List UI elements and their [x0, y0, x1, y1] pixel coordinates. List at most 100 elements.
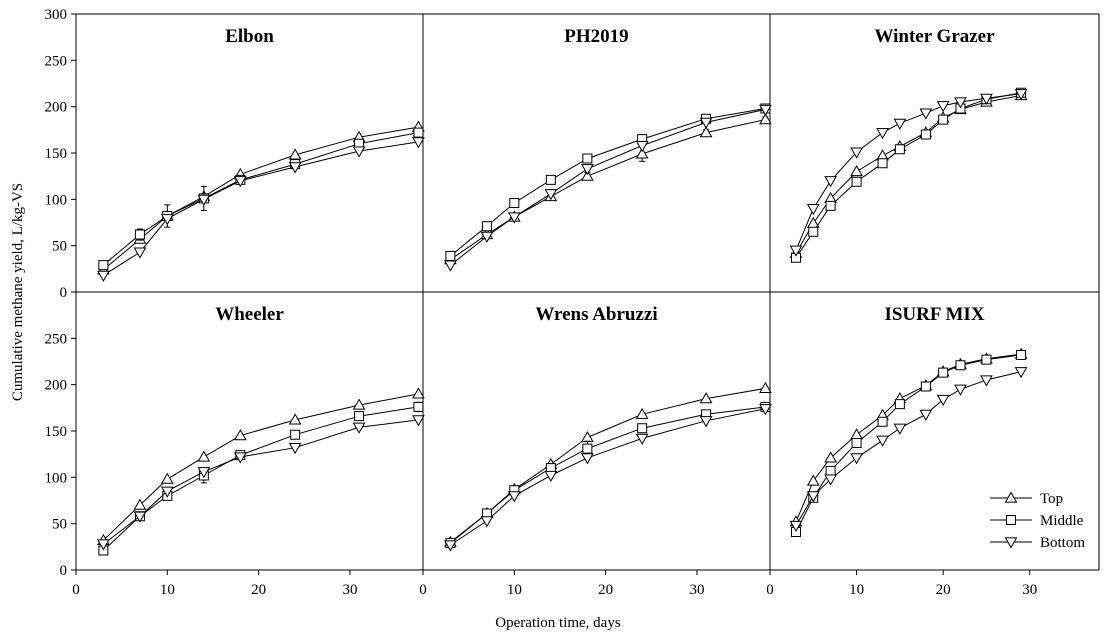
data-point-bottom	[936, 101, 950, 113]
data-point-middle	[825, 200, 836, 211]
data-point-bottom	[480, 516, 494, 528]
x-tick-label: 0	[419, 582, 427, 598]
panel-winter-grazer: Winter Grazer	[769, 13, 1100, 293]
data-point-bottom	[581, 453, 594, 465]
data-point-top	[412, 387, 425, 399]
series-line-middle	[450, 108, 766, 257]
panel-frame	[75, 13, 424, 293]
legend-entry-top: Top	[990, 491, 1063, 507]
panel-title: PH2019	[564, 26, 628, 47]
data-point-middle	[637, 423, 648, 434]
series-top	[97, 120, 425, 275]
y-tick-label: 300	[45, 7, 68, 23]
data-point-bottom	[234, 176, 247, 188]
data-point-bottom	[444, 540, 457, 552]
series-line-bottom	[795, 93, 1022, 251]
data-point-middle	[509, 198, 520, 209]
data-point-bottom	[160, 214, 174, 226]
y-tick-label: 200	[45, 378, 68, 394]
data-point-bottom	[197, 194, 211, 206]
legend-marker	[1006, 515, 1016, 525]
series-line-top	[450, 387, 766, 543]
panel-elbon: Elbon 0 50 100 150 200 250 300	[45, 7, 425, 301]
y-tick-label: 100	[45, 470, 68, 486]
data-point-top	[824, 451, 837, 463]
data-point-middle	[877, 416, 888, 427]
data-point-bottom	[1014, 367, 1028, 379]
data-point-bottom	[919, 409, 933, 421]
panel-frame	[75, 291, 424, 571]
data-point-bottom	[160, 486, 174, 498]
series-top	[789, 347, 1028, 527]
data-point-bottom	[789, 245, 803, 257]
panel-frame	[769, 13, 1100, 293]
data-point-bottom	[234, 452, 247, 464]
data-point-middle	[290, 429, 301, 440]
x-tick-label: 20	[598, 582, 613, 598]
series-bottom	[97, 415, 425, 551]
data-point-middle	[955, 360, 966, 371]
data-point-top	[288, 148, 302, 160]
data-point-middle	[920, 129, 931, 140]
data-point-top	[699, 392, 713, 404]
data-point-middle	[825, 465, 836, 476]
series-line-top	[795, 95, 1022, 254]
data-point-middle	[920, 381, 931, 392]
data-point-bottom	[507, 212, 521, 224]
series-line-bottom	[103, 419, 419, 545]
data-point-top	[234, 429, 247, 441]
data-point-bottom	[919, 108, 933, 120]
data-point-bottom	[288, 443, 302, 455]
x-tick-label: 30	[689, 582, 704, 598]
series-bottom	[444, 404, 772, 552]
legend-entry-middle: Middle	[990, 513, 1084, 529]
data-point-middle	[851, 176, 862, 187]
data-point-bottom	[893, 118, 907, 130]
y-tick-label: 250	[45, 53, 68, 69]
data-point-bottom	[876, 435, 889, 447]
y-tick-label: 100	[45, 192, 68, 208]
data-point-bottom	[850, 147, 863, 159]
x-tick-label: 30	[342, 582, 357, 598]
data-point-bottom	[824, 474, 837, 486]
y-tick-label: 250	[45, 331, 68, 347]
data-point-middle	[413, 127, 424, 138]
data-point-top	[288, 413, 302, 425]
x-tick-label: 0	[72, 582, 80, 598]
data-point-middle	[808, 226, 819, 237]
data-point-bottom	[789, 520, 803, 533]
data-point-bottom	[288, 162, 302, 174]
y-tick-label: 0	[60, 285, 68, 301]
data-point-bottom	[1014, 89, 1028, 101]
data-point-middle	[938, 114, 949, 125]
data-point-bottom	[954, 384, 967, 396]
y-tick-label: 50	[52, 517, 67, 533]
x-tick-label: 20	[251, 582, 266, 598]
y-tick-label: 50	[52, 239, 67, 255]
data-point-bottom	[412, 137, 425, 149]
data-point-bottom	[97, 270, 110, 282]
legend-label: Middle	[1040, 513, 1084, 529]
data-point-middle	[851, 438, 862, 449]
series-line-top	[103, 126, 419, 271]
data-point-top	[352, 398, 366, 410]
data-point-middle	[98, 260, 109, 271]
data-point-bottom	[581, 164, 594, 176]
x-tick-label: 10	[160, 582, 175, 598]
data-point-bottom	[544, 470, 558, 482]
legend-entry-bottom: Bottom	[990, 535, 1085, 551]
panel-frame	[769, 291, 1100, 571]
data-point-top	[850, 165, 863, 177]
data-point-bottom	[699, 416, 713, 428]
x-tick-label: 30	[1022, 582, 1037, 598]
data-point-middle	[545, 174, 556, 185]
data-point-middle	[877, 158, 888, 169]
data-point-middle	[354, 411, 365, 422]
series-top	[444, 381, 772, 547]
panel-title: ISURF MIX	[884, 304, 984, 325]
series-line-middle	[795, 92, 1022, 258]
data-point-bottom	[954, 97, 967, 109]
x-tick-label: 10	[507, 582, 522, 598]
series-middle	[445, 103, 771, 261]
